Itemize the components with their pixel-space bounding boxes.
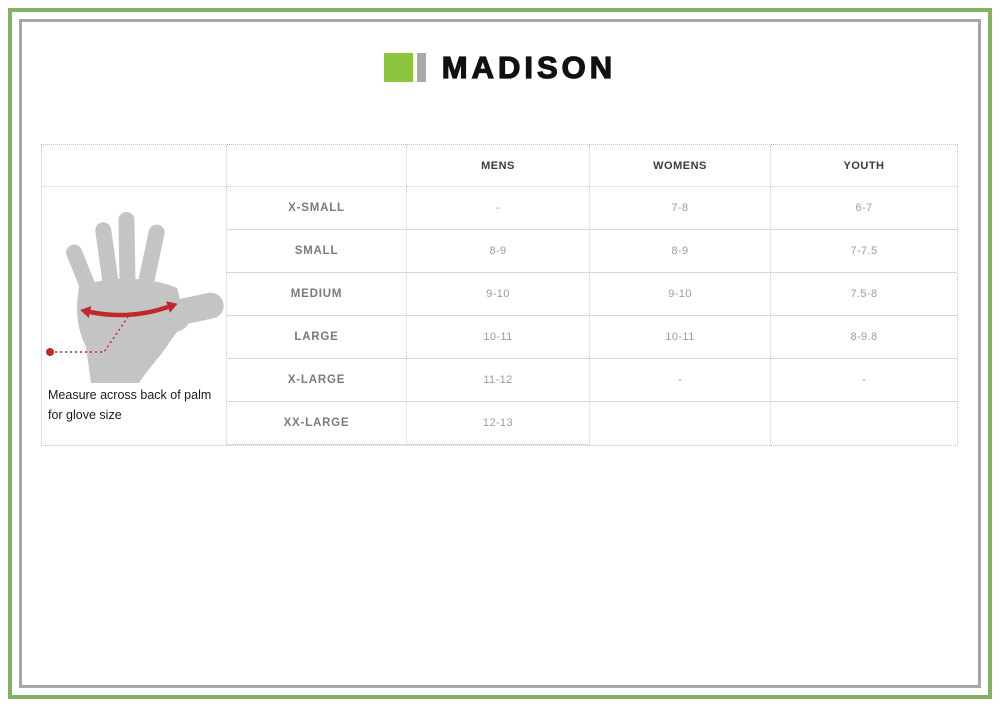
table-cell-womens: - bbox=[590, 359, 771, 402]
column-header-womens: WOMENS bbox=[590, 145, 771, 187]
measure-arrow bbox=[80, 301, 178, 318]
measurement-illustration-cell: Measure across back of palm for glove si… bbox=[42, 187, 227, 445]
column-header-youth: YOUTH bbox=[771, 145, 957, 187]
table-cell-womens: 9-10 bbox=[590, 273, 771, 316]
table-cell-mens: - bbox=[407, 187, 590, 230]
table-cell-womens bbox=[590, 402, 771, 445]
table-row-label: X-SMALL bbox=[227, 187, 407, 230]
brand-name: MADISON bbox=[441, 49, 617, 85]
hand-illustration bbox=[46, 212, 224, 383]
table-cell-youth: 6-7 bbox=[771, 187, 957, 230]
brand-logo: MADISON bbox=[0, 51, 1000, 83]
table-row-label: MEDIUM bbox=[227, 273, 407, 316]
header-spacer-size bbox=[227, 145, 407, 187]
glove-size-chart: MENS WOMENS YOUTH Measure across back of… bbox=[41, 144, 958, 446]
table-cell-mens: 10-11 bbox=[407, 316, 590, 359]
table-cell-womens: 10-11 bbox=[590, 316, 771, 359]
table-cell-womens: 7-8 bbox=[590, 187, 771, 230]
logo-green-square-icon bbox=[383, 52, 413, 82]
table-cell-womens: 8-9 bbox=[590, 230, 771, 273]
table-row-label: SMALL bbox=[227, 230, 407, 273]
table-row-label: LARGE bbox=[227, 316, 407, 359]
table-cell-youth: - bbox=[771, 359, 957, 402]
measurement-instruction: Measure across back of palm for glove si… bbox=[48, 388, 212, 422]
table-row-label: XX-LARGE bbox=[227, 402, 407, 445]
table-cell-youth bbox=[771, 402, 957, 445]
table-cell-youth: 8-9.8 bbox=[771, 316, 957, 359]
hand-silhouette bbox=[66, 212, 224, 383]
table-row-label: X-LARGE bbox=[227, 359, 407, 402]
table-cell-mens: 11-12 bbox=[407, 359, 590, 402]
measure-dot bbox=[46, 348, 54, 356]
logo-gray-bar-icon bbox=[416, 52, 426, 82]
table-cell-mens: 12-13 bbox=[407, 402, 590, 445]
column-header-mens: MENS bbox=[407, 145, 590, 187]
table-cell-youth: 7-7.5 bbox=[771, 230, 957, 273]
table-cell-mens: 8-9 bbox=[407, 230, 590, 273]
table-cell-mens: 9-10 bbox=[407, 273, 590, 316]
header-spacer-illustration bbox=[42, 145, 227, 187]
table-cell-youth: 7.5-8 bbox=[771, 273, 957, 316]
